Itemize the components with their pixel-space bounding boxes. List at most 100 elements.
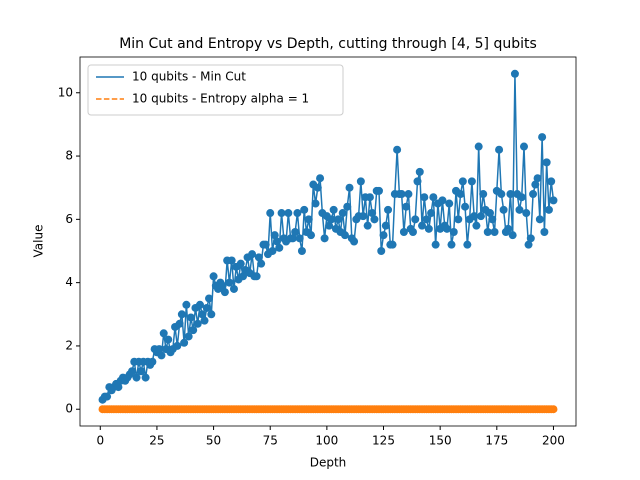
- x-tick-label: 50: [206, 434, 221, 448]
- data-point: [418, 221, 427, 230]
- data-point: [517, 193, 526, 202]
- data-point: [114, 383, 123, 392]
- data-point: [177, 310, 186, 319]
- x-tick-label: 0: [96, 434, 104, 448]
- data-point: [273, 237, 282, 246]
- data-point: [200, 316, 209, 325]
- data-point: [254, 253, 263, 262]
- data-point: [157, 351, 166, 360]
- data-point: [227, 256, 236, 265]
- x-tick-label: 200: [542, 434, 565, 448]
- data-point: [345, 183, 354, 192]
- data-point: [399, 228, 408, 237]
- data-point: [519, 142, 528, 151]
- y-tick-label: 2: [65, 338, 73, 352]
- data-point: [307, 231, 316, 240]
- y-tick-label: 8: [65, 149, 73, 163]
- y-tick-label: 10: [58, 85, 73, 99]
- data-point: [497, 190, 506, 199]
- data-point: [393, 145, 402, 154]
- data-point: [506, 190, 515, 199]
- data-point: [316, 174, 325, 183]
- data-point: [467, 177, 476, 186]
- data-point: [270, 231, 279, 240]
- data-point: [266, 209, 275, 218]
- data-point: [180, 338, 189, 347]
- data-point: [449, 228, 458, 237]
- data-point: [236, 259, 245, 268]
- data-point: [164, 335, 173, 344]
- data-point: [220, 288, 229, 297]
- data-point: [422, 215, 431, 224]
- data-point: [384, 205, 393, 214]
- data-point: [207, 310, 216, 319]
- data-point: [202, 303, 211, 312]
- data-point: [522, 209, 531, 218]
- data-point: [374, 186, 383, 195]
- y-axis-label: Value: [32, 225, 46, 258]
- data-point: [427, 209, 436, 218]
- data-point: [379, 231, 388, 240]
- data-point: [547, 177, 556, 186]
- data-point: [193, 319, 202, 328]
- data-point: [363, 221, 372, 230]
- data-point: [454, 215, 463, 224]
- data-point: [420, 193, 429, 202]
- data-point: [284, 209, 293, 218]
- data-point: [458, 177, 467, 186]
- data-point: [463, 240, 472, 249]
- data-point: [490, 228, 499, 237]
- data-point: [404, 190, 413, 199]
- data-point: [340, 231, 349, 240]
- data-point: [300, 205, 309, 214]
- data-point: [529, 190, 538, 199]
- x-axis-label: Depth: [310, 456, 347, 470]
- data-point: [356, 177, 365, 186]
- data-point: [297, 246, 306, 255]
- data-point: [515, 205, 524, 214]
- data-point: [413, 177, 422, 186]
- data-point: [504, 224, 513, 233]
- data-point: [540, 228, 549, 237]
- data-point: [377, 246, 386, 255]
- data-point: [327, 215, 336, 224]
- data-point: [209, 272, 218, 281]
- data-point: [368, 209, 377, 218]
- data-point: [470, 212, 479, 221]
- x-tick-label: 175: [485, 434, 508, 448]
- data-point: [291, 228, 300, 237]
- data-point: [531, 180, 540, 189]
- data-point: [549, 405, 558, 414]
- data-point: [128, 367, 137, 376]
- data-point: [359, 212, 368, 221]
- y-tick-label: 0: [65, 402, 73, 416]
- data-point: [524, 240, 533, 249]
- data-point: [388, 240, 397, 249]
- data-point: [350, 237, 359, 246]
- data-point: [476, 212, 485, 221]
- data-point: [474, 142, 483, 151]
- data-point: [508, 231, 517, 240]
- data-point: [549, 196, 558, 205]
- data-point: [544, 205, 553, 214]
- data-point: [535, 215, 544, 224]
- data-point: [218, 281, 227, 290]
- data-point: [195, 300, 204, 309]
- data-point: [182, 300, 191, 309]
- data-point: [438, 196, 447, 205]
- data-point: [295, 234, 304, 243]
- data-point: [526, 234, 535, 243]
- data-point: [338, 209, 347, 218]
- data-point: [277, 209, 286, 218]
- data-point: [370, 215, 379, 224]
- data-point: [334, 215, 343, 224]
- data-point: [268, 246, 277, 255]
- axes-frame: [79, 56, 577, 427]
- data-point: [252, 272, 261, 281]
- data-point: [499, 205, 508, 214]
- data-point: [173, 341, 182, 350]
- data-point: [205, 294, 214, 303]
- data-point: [483, 228, 492, 237]
- data-point: [456, 190, 465, 199]
- data-point: [159, 329, 168, 338]
